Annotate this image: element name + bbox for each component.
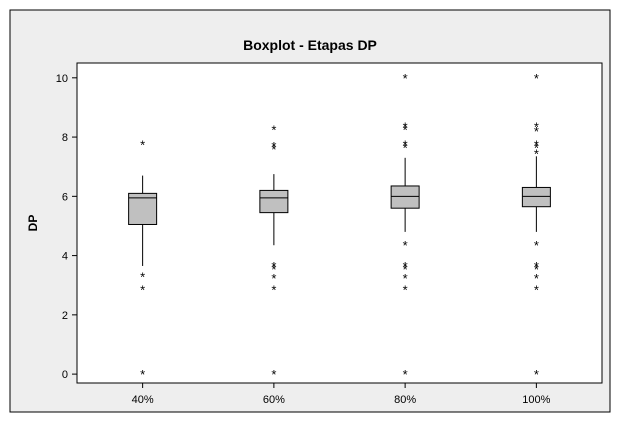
outlier-point: * <box>534 140 539 155</box>
box-60pct: ******** <box>259 123 289 382</box>
iqr-box <box>390 185 420 209</box>
y-tick-label: 6 <box>62 191 68 203</box>
y-tick-label: 0 <box>62 369 68 381</box>
x-tick-label: 100% <box>522 394 550 406</box>
outlier-point: * <box>271 283 276 298</box>
iqr-box <box>128 192 158 225</box>
outlier-point: * <box>534 283 539 298</box>
y-tick-label: 10 <box>56 73 68 85</box>
y-axis: 0 2 4 6 8 10 <box>56 73 77 381</box>
outlier-point: * <box>403 283 408 298</box>
outlier-point: * <box>403 71 408 86</box>
outlier-point: * <box>271 367 276 382</box>
outlier-point: * <box>534 259 539 274</box>
y-tick-label: 8 <box>62 132 68 144</box>
box-80pct: *********** <box>390 71 420 382</box>
outlier-point: * <box>403 367 408 382</box>
outlier-point: * <box>534 262 539 277</box>
outlier-point: * <box>534 137 539 152</box>
outlier-point: * <box>271 271 276 286</box>
y-tick-label: 4 <box>62 251 68 263</box>
outlier-point: * <box>271 142 276 157</box>
outlier-point: * <box>534 238 539 253</box>
outlier-point: * <box>140 283 145 298</box>
y-tick-label: 2 <box>62 310 68 322</box>
outlier-point: * <box>534 120 539 135</box>
x-tick-label: 80% <box>394 394 416 406</box>
x-axis: 40% 60% 80% 100% <box>132 383 551 406</box>
box-series: *********************************** <box>128 71 551 382</box>
box-40pct: **** <box>128 137 158 382</box>
outlier-point: * <box>271 139 276 154</box>
outlier-point: * <box>534 146 539 161</box>
outlier-point: * <box>271 123 276 138</box>
outlier-point: * <box>271 262 276 277</box>
outlier-point: * <box>534 124 539 139</box>
plot-area <box>76 62 603 384</box>
outlier-point: * <box>403 137 408 152</box>
iqr-box <box>259 189 289 214</box>
outlier-point: * <box>534 367 539 382</box>
outlier-point: * <box>140 137 145 152</box>
outlier-point: * <box>140 269 145 284</box>
outlier-point: * <box>534 271 539 286</box>
outlier-point: * <box>403 120 408 135</box>
box-100pct: ************ <box>521 71 551 382</box>
outlier-point: * <box>271 259 276 274</box>
outlier-point: * <box>534 71 539 86</box>
outlier-point: * <box>403 262 408 277</box>
outlier-point: * <box>140 367 145 382</box>
outlier-point: * <box>403 271 408 286</box>
x-tick-label: 60% <box>263 394 285 406</box>
outlier-point: * <box>403 259 408 274</box>
iqr-box <box>521 186 551 208</box>
outlier-point: * <box>403 140 408 155</box>
outlier-point: * <box>403 123 408 138</box>
y-axis-label: DP <box>26 215 40 232</box>
x-tick-label: 40% <box>132 394 154 406</box>
outlier-point: * <box>403 238 408 253</box>
chart-title: Boxplot - Etapas DP <box>243 37 377 53</box>
